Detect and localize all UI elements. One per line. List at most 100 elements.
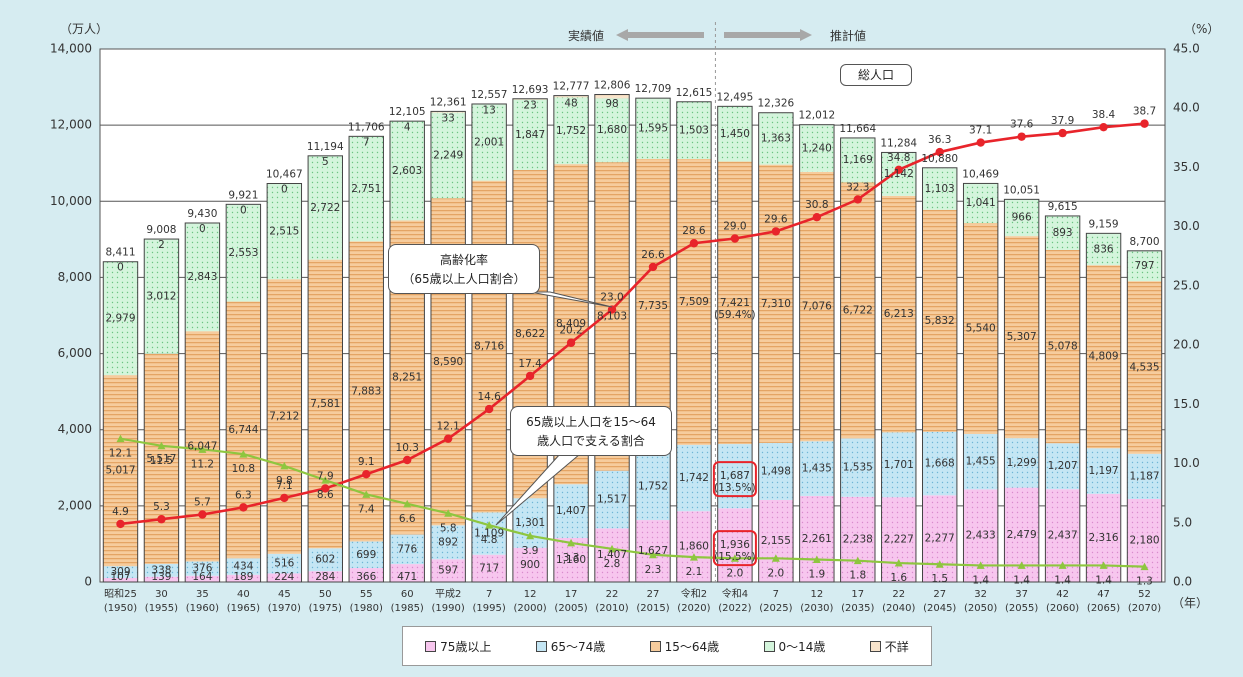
pct-2022-65-74: (13.5%) (714, 482, 756, 494)
label-15-64: 8,622 (515, 328, 545, 340)
aging-rate-label: 12.1 (436, 421, 459, 433)
label-65-74: 516 (274, 558, 294, 570)
aging-rate-label: 37.1 (969, 125, 992, 137)
label-65-74: 309 (110, 566, 130, 578)
total-label: 11,706 (348, 121, 385, 133)
x-tick-era: 35 (196, 589, 209, 600)
x-tick-era: 令和4 (722, 587, 748, 600)
aging-rate-label: 6.3 (235, 489, 252, 501)
total-label: 9,615 (1048, 201, 1078, 213)
support-ratio-label: 11.2 (191, 458, 214, 470)
label-15-64: 7,212 (269, 411, 299, 423)
x-tick-era: 40 (237, 589, 250, 600)
label-unknown: 33 (441, 113, 454, 125)
x-tick-era: 令和2 (681, 587, 707, 600)
support-ratio-label: 12.1 (109, 448, 132, 460)
label-15-64: 8,590 (433, 356, 463, 368)
label-0-14: 836 (1094, 243, 1114, 255)
support-ratio-label: 2.0 (768, 567, 785, 579)
aging-rate-point (567, 339, 575, 347)
total-label: 12,615 (676, 87, 713, 99)
aging-rate-callout: 高齢化率 （65歳以上人口割合） (388, 244, 540, 294)
label-75plus: 2,433 (966, 530, 996, 542)
right-tick-label: 10.0 (1173, 456, 1200, 470)
x-tick-year: (2020) (677, 603, 710, 614)
left-tick-label: 12,000 (50, 118, 92, 132)
label-15-64: 7,735 (638, 300, 668, 312)
label-75plus: 900 (520, 559, 540, 571)
projected-arrow (724, 29, 812, 41)
x-tick-year: (2005) (554, 603, 587, 614)
x-tick-era: 昭和25 (104, 588, 137, 600)
x-tick-year: (1985) (391, 603, 424, 614)
support-ratio-label: 2.8 (604, 558, 621, 570)
label-0-14: 2,249 (433, 149, 463, 161)
aging-rate-point (1017, 132, 1025, 140)
label-unknown: 13 (482, 104, 495, 116)
x-tick-year: (2045) (923, 603, 956, 614)
aging-rate-label: 37.6 (1010, 119, 1034, 131)
aging-rate-point (649, 263, 657, 271)
aging-rate-label: 20.2 (559, 325, 582, 337)
label-0-14: 2,979 (105, 312, 135, 324)
legend-swatch (536, 641, 547, 652)
label-75plus: 2,180 (1129, 535, 1159, 547)
label-15-64: 7,581 (310, 398, 340, 410)
left-tick-label: 8,000 (58, 270, 92, 284)
x-tick-year: (2030) (800, 603, 833, 614)
label-0-14: 893 (1053, 227, 1073, 239)
label-75plus: 471 (397, 571, 417, 583)
label-0-14: 2,722 (310, 202, 340, 214)
label-75plus: 1,936 (720, 539, 750, 551)
total-label: 12,709 (635, 83, 672, 95)
support-ratio-label: 11.5 (150, 455, 173, 467)
x-tick-year: (1975) (309, 603, 342, 614)
pct-2022-15-64: (59.4%) (714, 309, 756, 321)
total-population-callout: 総人口 (840, 64, 912, 86)
right-tick-label: 30.0 (1173, 219, 1200, 233)
left-tick-label: 10,000 (50, 194, 92, 208)
x-tick-era: 27 (647, 589, 660, 600)
label-65-74: 1,752 (638, 481, 668, 493)
total-label: 12,777 (553, 81, 590, 93)
support-ratio-label: 1.4 (972, 574, 989, 586)
x-tick-year: (1960) (186, 603, 219, 614)
aging-rate-point (731, 234, 739, 242)
label-0-14: 1,142 (884, 168, 914, 180)
label-65-74: 1,535 (843, 462, 873, 474)
projected-values-label: 推計値 (830, 27, 866, 44)
total-label: 12,806 (594, 79, 631, 91)
legend-label: 15～64歳 (665, 638, 720, 655)
label-0-14: 966 (1012, 212, 1032, 224)
support-ratio-title: 65歳以上人口を15～64 (511, 413, 671, 430)
aging-rate-label: 36.3 (928, 134, 951, 146)
label-65-74: 1,407 (556, 505, 586, 517)
aging-rate-point (116, 520, 124, 528)
label-unknown: 48 (564, 97, 577, 109)
x-tick-year: (1980) (350, 603, 383, 614)
x-tick-era: 47 (1097, 589, 1110, 600)
label-15-64: 6,722 (843, 304, 873, 316)
label-15-64: 4,535 (1129, 361, 1159, 373)
label-unknown: 0 (199, 223, 206, 235)
right-tick-label: 45.0 (1173, 42, 1200, 56)
x-tick-year: (1955) (145, 603, 178, 614)
left-tick-label: 4,000 (58, 422, 92, 436)
x-tick-era: 22 (892, 589, 905, 600)
right-tick-label: 0.0 (1173, 575, 1192, 589)
aging-rate-label: 7.9 (317, 470, 334, 482)
x-tick-year: (1950) (104, 603, 137, 614)
x-tick-year: (1970) (268, 603, 301, 614)
label-65-74: 1,742 (679, 472, 709, 484)
label-65-74: 338 (151, 564, 171, 576)
support-ratio-label: 1.4 (1013, 574, 1030, 586)
label-15-64: 7,883 (351, 385, 381, 397)
total-label: 11,664 (839, 123, 876, 135)
label-65-74: 1,301 (515, 517, 545, 529)
support-ratio-label: 9.8 (276, 475, 293, 487)
right-tick-label: 40.0 (1173, 101, 1200, 115)
label-75plus: 2,437 (1048, 530, 1078, 542)
x-tick-year: (2055) (1005, 603, 1038, 614)
x-tick-year: (2022) (718, 603, 751, 614)
